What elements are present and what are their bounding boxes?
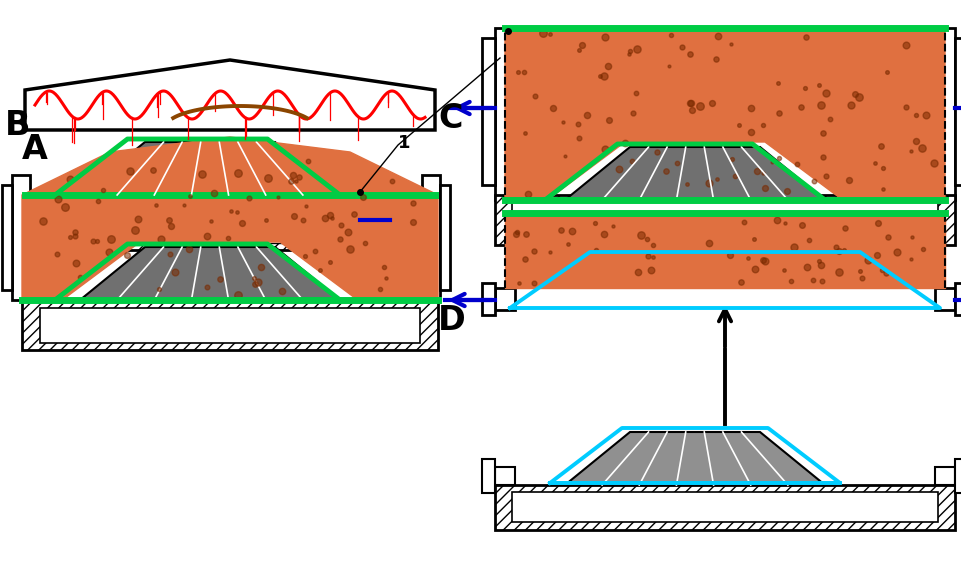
Text: B: B <box>5 109 31 142</box>
Bar <box>495 28 514 200</box>
Text: C: C <box>437 102 462 135</box>
Bar <box>495 195 954 245</box>
Polygon shape <box>505 215 944 288</box>
Polygon shape <box>80 247 339 300</box>
Bar <box>481 459 495 493</box>
Bar <box>954 38 961 185</box>
Bar <box>495 485 954 530</box>
Bar <box>934 288 954 310</box>
Bar <box>25 195 434 250</box>
Bar <box>22 300 437 350</box>
Bar <box>954 459 961 493</box>
Polygon shape <box>564 147 825 200</box>
Bar <box>511 492 937 522</box>
Polygon shape <box>25 60 434 130</box>
Text: A: A <box>22 133 48 166</box>
Polygon shape <box>564 432 825 485</box>
Bar <box>495 467 514 485</box>
Bar <box>422 175 439 300</box>
Polygon shape <box>80 142 339 195</box>
Bar <box>12 175 30 300</box>
Polygon shape <box>55 187 80 195</box>
Bar <box>954 283 961 315</box>
Bar <box>511 202 937 237</box>
Bar <box>495 288 514 310</box>
Bar <box>2 185 12 290</box>
Text: 1: 1 <box>398 134 410 152</box>
Bar <box>40 308 420 343</box>
Polygon shape <box>22 137 437 298</box>
Bar <box>934 28 954 200</box>
Polygon shape <box>505 30 944 198</box>
Bar <box>481 38 495 185</box>
Bar <box>439 185 450 290</box>
Bar <box>481 283 495 315</box>
Bar <box>40 203 420 243</box>
Bar <box>934 467 954 485</box>
Text: D: D <box>437 304 465 337</box>
